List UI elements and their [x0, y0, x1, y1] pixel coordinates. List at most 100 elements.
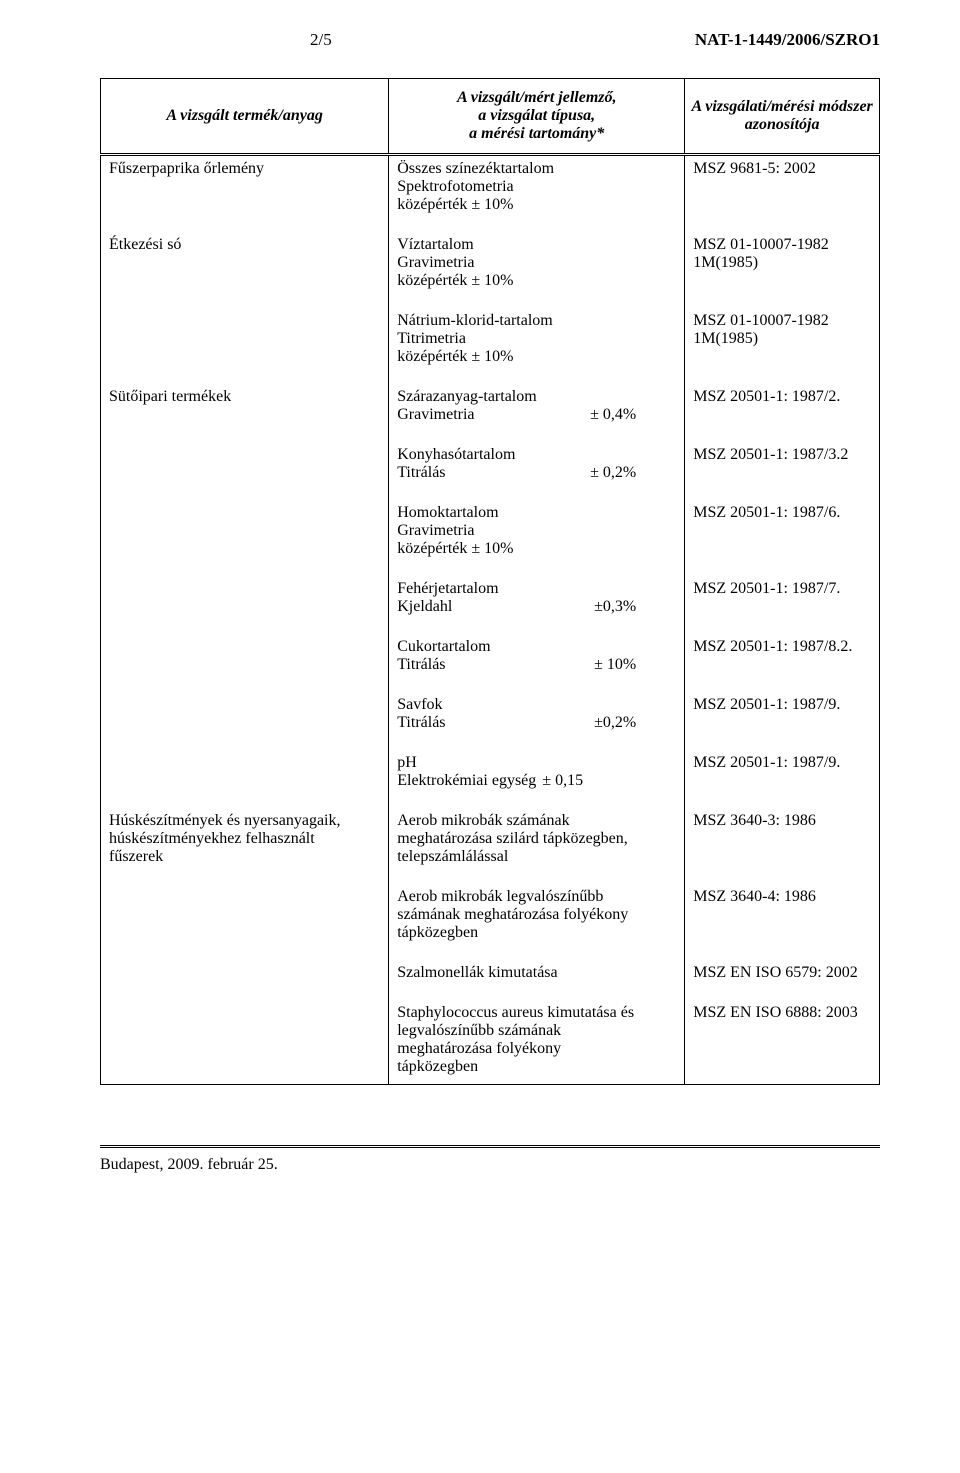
- param-name: Kjeldahl: [397, 598, 452, 616]
- cell-std: MSZ 3640-4: 1986: [685, 884, 880, 960]
- col-header-product: A vizsgált termék/anyag: [101, 79, 389, 155]
- cell-product: Étkezési só: [101, 232, 389, 308]
- param-line: középérték ± 10%: [397, 540, 676, 558]
- table-row: Étkezési só Víztartalom Gravimetria közé…: [101, 232, 880, 308]
- product-l2: húskészítményekhez felhasznált: [109, 830, 380, 848]
- cell-product: [101, 308, 389, 384]
- cell-param: Savfok Titrálás ±0,2%: [389, 692, 685, 750]
- cell-std: MSZ 20501-1: 1987/2.: [685, 384, 880, 442]
- param-line: Homoktartalom: [397, 504, 676, 522]
- param-name: Titrálás: [397, 656, 445, 674]
- cell-std: MSZ 20501-1: 1987/8.2.: [685, 634, 880, 692]
- param-line: Konyhasótartalom: [397, 446, 676, 464]
- param-line: középérték ± 10%: [397, 348, 676, 366]
- page-indicator: 2/5: [310, 30, 332, 50]
- cell-std: MSZ 20501-1: 1987/7.: [685, 576, 880, 634]
- table-row: Fűszerpaprika őrlemény Összes színezékta…: [101, 155, 880, 233]
- param-line: Gravimetria: [397, 254, 676, 272]
- cell-param: Összes színezéktartalom Spektrofotometri…: [389, 155, 685, 233]
- cell-product: [101, 884, 389, 960]
- table-row: Sütőipari termékek Szárazanyag-tartalom …: [101, 384, 880, 442]
- param-line: Titrimetria: [397, 330, 676, 348]
- col-header-param-l3: a mérési tartomány*: [395, 125, 678, 143]
- cell-param: Cukortartalom Titrálás ± 10%: [389, 634, 685, 692]
- param-line: Staphylococcus aureus kimutatása és: [397, 1004, 676, 1022]
- page: 2/5 NAT-1-1449/2006/SZRO1 A vizsgált ter…: [0, 0, 960, 1214]
- cell-std: MSZ 3640-3: 1986: [685, 808, 880, 884]
- cell-product: [101, 692, 389, 750]
- cell-param: Aerob mikrobák számának meghatározása sz…: [389, 808, 685, 884]
- cell-product: [101, 750, 389, 808]
- cell-param: pH Elektrokémiai egység ± 0,15: [389, 750, 685, 808]
- cell-product: [101, 960, 389, 1000]
- table-row: pH Elektrokémiai egység ± 0,15 MSZ 20501…: [101, 750, 880, 808]
- cell-std: MSZ 01-10007-1982 1M(1985): [685, 308, 880, 384]
- table-row: Cukortartalom Titrálás ± 10% MSZ 20501-1…: [101, 634, 880, 692]
- param-line: Fehérjetartalom: [397, 580, 676, 598]
- param-line: Spektrofotometria: [397, 178, 676, 196]
- param-value: ±0,2%: [594, 714, 676, 732]
- col-header-std-l2: azonosítója: [691, 116, 873, 134]
- param-line: legvalószínűbb számának: [397, 1022, 676, 1040]
- table-row: Konyhasótartalom Titrálás ± 0,2% MSZ 205…: [101, 442, 880, 500]
- param-line: tápközegben: [397, 924, 676, 942]
- cell-std: MSZ 9681-5: 2002: [685, 155, 880, 233]
- param-line: középérték ± 10%: [397, 272, 676, 290]
- cell-param: Staphylococcus aureus kimutatása és legv…: [389, 1000, 685, 1085]
- param-line: Savfok: [397, 696, 676, 714]
- param-value: ± 10%: [594, 656, 676, 674]
- cell-std: MSZ 20501-1: 1987/6.: [685, 500, 880, 576]
- param-value: ± 0,2%: [590, 464, 676, 482]
- param-line: meghatározása szilárd tápközegben,: [397, 830, 676, 848]
- cell-param: Víztartalom Gravimetria középérték ± 10%: [389, 232, 685, 308]
- cell-std: MSZ 20501-1: 1987/9.: [685, 692, 880, 750]
- param-value: ±0,3%: [594, 598, 676, 616]
- cell-std: MSZ 01-10007-1982 1M(1985): [685, 232, 880, 308]
- param-value: ± 0,4%: [590, 406, 676, 424]
- cell-product: [101, 442, 389, 500]
- param-line: középérték ± 10%: [397, 196, 676, 214]
- col-header-param: A vizsgált/mért jellemző, a vizsgálat tí…: [389, 79, 685, 155]
- page-header: 2/5 NAT-1-1449/2006/SZRO1: [100, 30, 880, 50]
- cell-param: Konyhasótartalom Titrálás ± 0,2%: [389, 442, 685, 500]
- cell-std: MSZ EN ISO 6888: 2003: [685, 1000, 880, 1085]
- param-line: tápközegben: [397, 1058, 676, 1076]
- param-line: Aerob mikrobák legvalószínűbb: [397, 888, 676, 906]
- param-value: ± 0,15: [542, 772, 583, 790]
- table-header-row: A vizsgált termék/anyag A vizsgált/mért …: [101, 79, 880, 155]
- product-l3: fűszerek: [109, 848, 380, 866]
- table-row: Homoktartalom Gravimetria középérték ± 1…: [101, 500, 880, 576]
- col-header-std: A vizsgálati/mérési módszer azonosítója: [685, 79, 880, 155]
- cell-product: Fűszerpaprika őrlemény: [101, 155, 389, 233]
- param-line: Összes színezéktartalom: [397, 160, 676, 178]
- param-line: meghatározása folyékony: [397, 1040, 676, 1058]
- table-row: Szalmonellák kimutatása MSZ EN ISO 6579:…: [101, 960, 880, 1000]
- product-l1: Húskészítmények és nyersanyagaik,: [109, 812, 380, 830]
- param-line: számának meghatározása folyékony: [397, 906, 676, 924]
- cell-product: [101, 500, 389, 576]
- param-line: telepszámlálással: [397, 848, 676, 866]
- param-line: Szárazanyag-tartalom: [397, 388, 676, 406]
- cell-product: Húskészítmények és nyersanyagaik, húskés…: [101, 808, 389, 884]
- cell-std: MSZ 20501-1: 1987/9.: [685, 750, 880, 808]
- param-line: pH: [397, 754, 676, 772]
- param-name: Gravimetria: [397, 406, 474, 424]
- cell-std: MSZ 20501-1: 1987/3.2: [685, 442, 880, 500]
- table-row: Staphylococcus aureus kimutatása és legv…: [101, 1000, 880, 1085]
- param-line: Nátrium-klorid-tartalom: [397, 312, 676, 330]
- cell-product: [101, 634, 389, 692]
- table-row: Aerob mikrobák legvalószínűbb számának m…: [101, 884, 880, 960]
- param-name: Titrálás: [397, 464, 445, 482]
- doc-code: NAT-1-1449/2006/SZRO1: [695, 30, 880, 50]
- param-name: Titrálás: [397, 714, 445, 732]
- cell-std: MSZ EN ISO 6579: 2002: [685, 960, 880, 1000]
- table-row: Savfok Titrálás ±0,2% MSZ 20501-1: 1987/…: [101, 692, 880, 750]
- col-header-param-l2: a vizsgálat típusa,: [395, 107, 678, 125]
- col-header-std-l1: A vizsgálati/mérési módszer: [691, 98, 873, 116]
- cell-param: Aerob mikrobák legvalószínűbb számának m…: [389, 884, 685, 960]
- col-header-param-l1: A vizsgált/mért jellemző,: [395, 89, 678, 107]
- table-row: Fehérjetartalom Kjeldahl ±0,3% MSZ 20501…: [101, 576, 880, 634]
- footer-divider: [100, 1145, 880, 1148]
- cell-param: Szalmonellák kimutatása: [389, 960, 685, 1000]
- table-row: Nátrium-klorid-tartalom Titrimetria közé…: [101, 308, 880, 384]
